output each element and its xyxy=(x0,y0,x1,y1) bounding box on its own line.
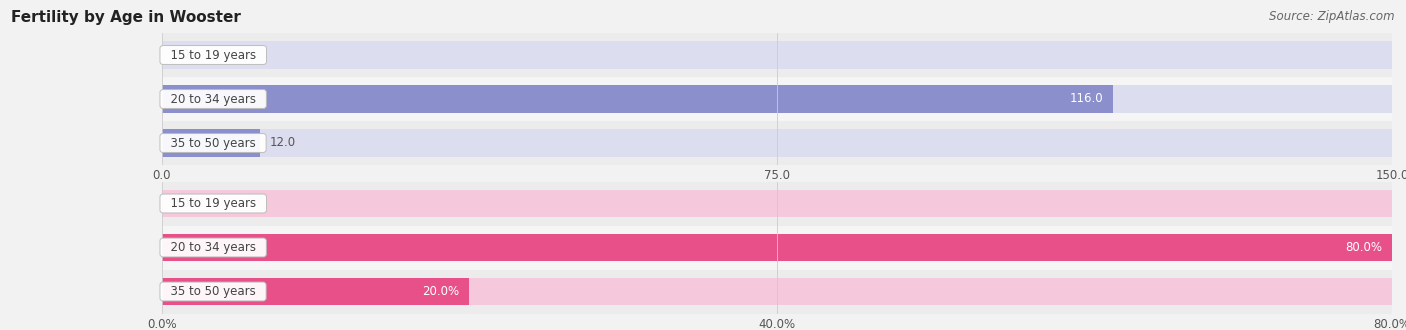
Bar xyxy=(162,270,1392,313)
Text: 20 to 34 years: 20 to 34 years xyxy=(163,92,263,106)
Text: 80.0%: 80.0% xyxy=(1346,241,1382,254)
Text: 0.0: 0.0 xyxy=(172,49,190,61)
Text: 0.0%: 0.0% xyxy=(172,197,201,210)
Text: 35 to 50 years: 35 to 50 years xyxy=(163,285,263,298)
Text: 15 to 19 years: 15 to 19 years xyxy=(163,49,263,61)
Bar xyxy=(162,77,1392,121)
Bar xyxy=(162,278,1392,305)
Bar xyxy=(162,234,1392,261)
Text: Source: ZipAtlas.com: Source: ZipAtlas.com xyxy=(1270,10,1395,23)
Bar xyxy=(162,41,1392,69)
Text: Fertility by Age in Wooster: Fertility by Age in Wooster xyxy=(11,10,240,25)
Bar xyxy=(162,225,1392,270)
Text: 15 to 19 years: 15 to 19 years xyxy=(163,197,263,210)
Text: 20.0%: 20.0% xyxy=(422,285,460,298)
Text: 116.0: 116.0 xyxy=(1070,92,1104,106)
Bar xyxy=(162,85,1114,113)
Text: 20 to 34 years: 20 to 34 years xyxy=(163,241,263,254)
Bar xyxy=(162,190,1392,217)
Bar xyxy=(162,234,1392,261)
Bar xyxy=(162,129,1392,157)
Bar xyxy=(162,33,1392,77)
Bar xyxy=(162,121,1392,165)
Text: 12.0: 12.0 xyxy=(270,137,297,149)
Bar xyxy=(162,129,260,157)
Text: 35 to 50 years: 35 to 50 years xyxy=(163,137,263,149)
Bar xyxy=(162,85,1392,113)
Bar xyxy=(162,182,1392,225)
Bar xyxy=(162,278,470,305)
